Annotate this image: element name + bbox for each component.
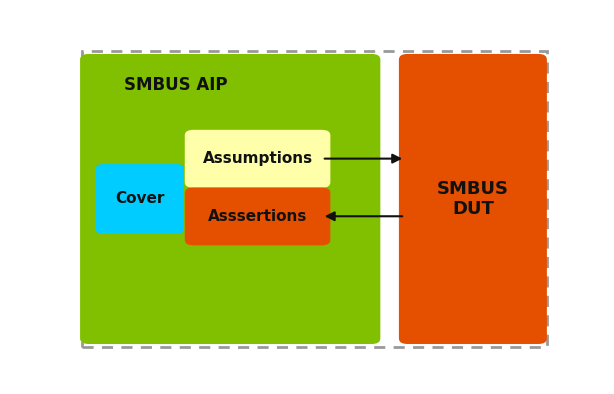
Text: Cover: Cover [115,191,165,206]
FancyBboxPatch shape [80,54,380,344]
FancyBboxPatch shape [185,188,330,245]
Text: SMBUS
DUT: SMBUS DUT [437,180,509,218]
Text: Asssertions: Asssertions [208,209,307,224]
FancyBboxPatch shape [96,164,184,234]
FancyBboxPatch shape [185,130,330,188]
FancyBboxPatch shape [399,54,547,344]
Text: Assumptions: Assumptions [203,151,313,166]
Text: SMBUS AIP: SMBUS AIP [124,76,228,94]
